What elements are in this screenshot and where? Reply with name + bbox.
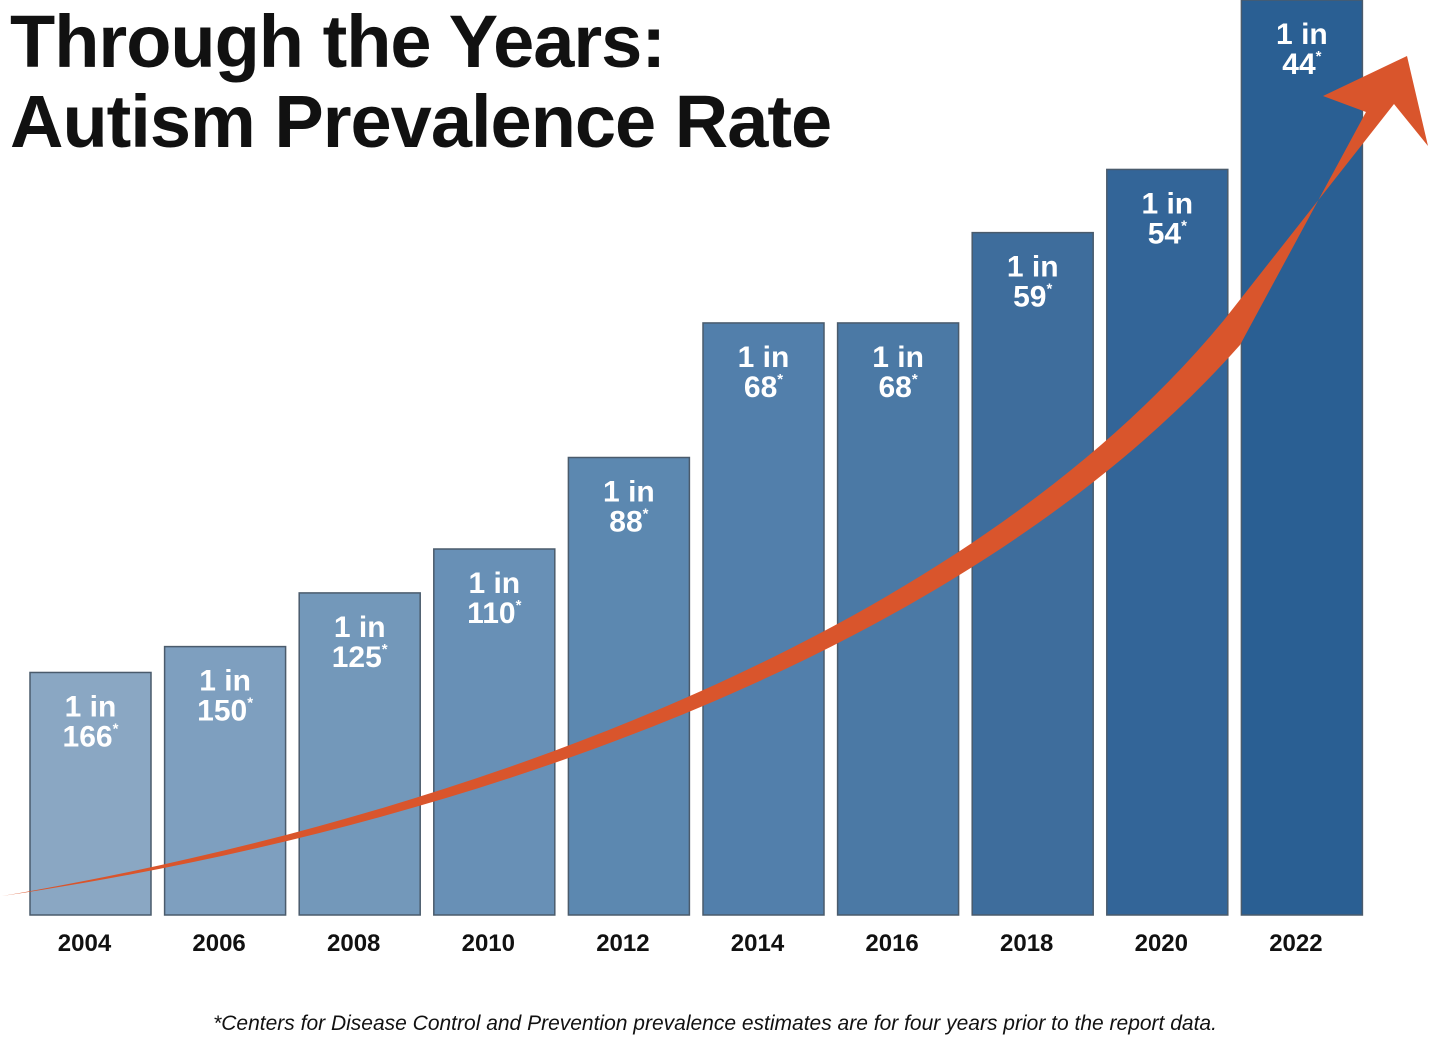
bar-label-value: 59* — [1013, 281, 1052, 314]
x-tick-label: 2016 — [865, 930, 918, 957]
bar-2008 — [298, 592, 421, 916]
bar-label-prefix: 1 in — [1276, 18, 1328, 51]
bar-2014 — [702, 322, 825, 916]
bar-label-value: 68* — [744, 371, 783, 404]
x-axis-labels: 2004 2006 2008 2010 2012 2014 2016 2018 2020 2022 — [58, 930, 1323, 957]
bar-2012 — [567, 456, 691, 916]
bar-2020 — [1106, 168, 1229, 916]
bar-label-prefix: 1 in — [872, 341, 924, 374]
bar-label-value: 150* — [197, 695, 253, 728]
bar-label-value: 88* — [609, 506, 648, 539]
x-tick-label: 2018 — [1000, 930, 1053, 957]
bar-2006 — [163, 645, 287, 916]
x-tick-label: 2006 — [192, 930, 245, 957]
x-tick-label: 2010 — [462, 930, 515, 957]
bar-label-value: 54* — [1148, 217, 1187, 250]
bar-2010 — [433, 548, 556, 916]
x-tick-label: 2008 — [327, 930, 380, 957]
bar-label-prefix: 1 in — [1007, 251, 1059, 284]
bar-label-value: 68* — [878, 371, 917, 404]
bar-2022 — [1240, 0, 1364, 916]
chart-title-line-2: Autism Prevalence Rate — [10, 80, 832, 163]
bar-label-value: 166* — [63, 720, 119, 753]
bar-label-value: 125* — [332, 641, 388, 674]
bar-label-prefix: 1 in — [603, 476, 655, 509]
bars-layer — [29, 0, 1364, 916]
x-tick-label: 2004 — [58, 930, 112, 957]
bar-label-value: 44* — [1282, 48, 1321, 81]
bar-label-prefix: 1 in — [199, 665, 251, 698]
x-tick-label: 2020 — [1135, 930, 1188, 957]
chart-title-line-1: Through the Years: — [10, 0, 666, 83]
bar-label-prefix: 1 in — [738, 341, 790, 374]
x-tick-label: 2014 — [731, 930, 785, 957]
x-tick-label: 2012 — [596, 930, 649, 957]
chart-title: Through the Years: Autism Prevalence Rat… — [10, 0, 832, 163]
bar-2018 — [971, 231, 1094, 916]
footnote: *Centers for Disease Control and Prevent… — [213, 1012, 1217, 1035]
bar-label-prefix: 1 in — [468, 567, 520, 600]
bar-label-value: 110* — [467, 597, 521, 630]
x-tick-label: 2022 — [1269, 930, 1322, 957]
bar-label-prefix: 1 in — [65, 690, 117, 723]
bar-2004 — [29, 671, 152, 916]
bar-label-prefix: 1 in — [334, 611, 386, 644]
bar-label-prefix: 1 in — [1141, 187, 1193, 220]
